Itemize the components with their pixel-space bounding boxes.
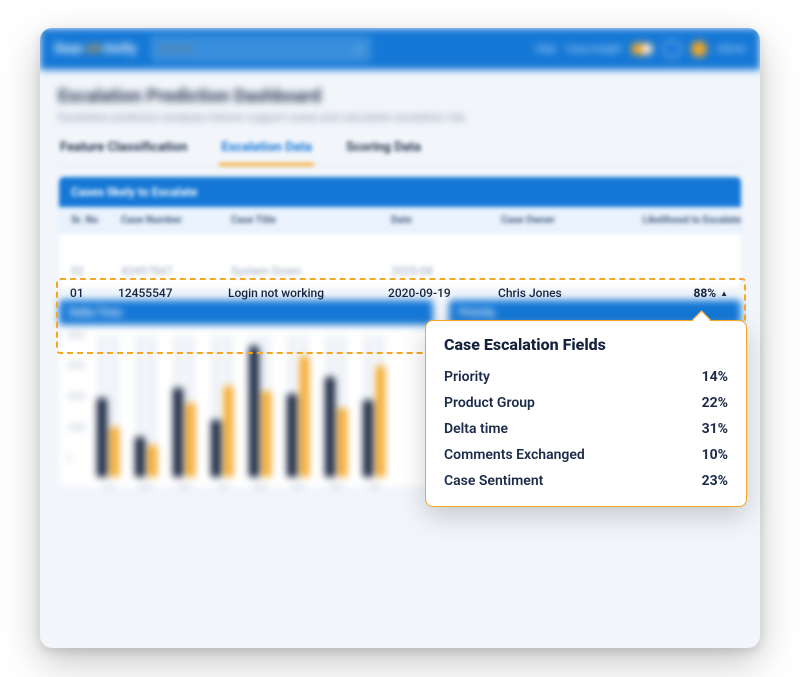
cell-date: 2020-08 bbox=[391, 264, 501, 278]
col-owner: Case Owner bbox=[501, 215, 621, 226]
popup-field-pct: 14% bbox=[702, 369, 728, 385]
brand-part-1: Sear bbox=[54, 41, 83, 57]
popup-field-pct: 23% bbox=[702, 473, 728, 489]
popup-field-label: Case Sentiment bbox=[444, 473, 543, 489]
focused-row[interactable]: 01 12455547 Login not working 2020-09-19… bbox=[70, 286, 732, 300]
y-labels: 4000 3000 2000 1000 0 bbox=[67, 331, 85, 463]
theme-toggle[interactable] bbox=[631, 43, 653, 55]
popup-title: Case Escalation Fields bbox=[444, 335, 728, 354]
table-header: Sr. No Case Number Case Title Date Case … bbox=[59, 207, 741, 234]
bars-wrap: 7.0 8.0 9.0 7.0 8.0 9.0 8.0 9.0 bbox=[97, 335, 385, 477]
header-block: Escalation Prediction Dashboard Escalati… bbox=[58, 86, 742, 124]
bar-area: 4000 3000 2000 1000 0 7.0 8.0 9.0 7.0 8.0 9.0… bbox=[69, 331, 423, 481]
tab-scoring[interactable]: Scoring Data bbox=[344, 140, 423, 165]
delta-time-chart: Delta Time 4000 3000 2000 1000 0 7.0 8.0 9… bbox=[58, 299, 434, 488]
popup-field-label: Delta time bbox=[444, 421, 508, 437]
popup-field-pct: 22% bbox=[702, 395, 728, 411]
col-like: Likelihood to Escalate bbox=[621, 215, 741, 226]
popup-row: Priority 14% bbox=[444, 364, 728, 390]
cell-num: 42457847 bbox=[121, 264, 231, 278]
tab-feature[interactable]: Feature Classification bbox=[58, 140, 189, 165]
popup-row: Case Sentiment 23% bbox=[444, 468, 728, 494]
cell-title: System Down bbox=[231, 264, 391, 278]
topbar: SearchUnify ⌕ Help Case Insight Admin bbox=[40, 28, 760, 70]
popup-field-pct: 10% bbox=[702, 447, 728, 463]
brand-part-2: ch bbox=[85, 41, 101, 57]
bar-group: 9.0 bbox=[173, 335, 195, 477]
topbar-right: Help Case Insight Admin bbox=[536, 40, 747, 58]
tabs: Feature Classification Escalation Data S… bbox=[58, 140, 742, 166]
popup-row: Comments Exchanged 10% bbox=[444, 442, 728, 468]
notifications-icon[interactable] bbox=[663, 40, 681, 58]
bar-group: 8.0 bbox=[249, 335, 271, 477]
popup-field-label: Priority bbox=[444, 369, 490, 385]
delta-chart-title: Delta Time bbox=[59, 300, 433, 325]
table-row[interactable]: 02 42457847 System Down 2020-08 bbox=[59, 254, 741, 288]
focus-sr: 01 bbox=[70, 286, 118, 300]
focus-title: Login not working bbox=[228, 286, 388, 300]
col-num: Case Number bbox=[121, 215, 231, 226]
cases-panel: Cases likely to Escalate Sr. No Case Num… bbox=[58, 176, 742, 289]
popup-row: Product Group 22% bbox=[444, 390, 728, 416]
bar-group: 7.0 bbox=[97, 335, 119, 477]
focus-like: 88% ▲ bbox=[618, 286, 728, 300]
page-subtitle: Escalation prediction analyzes historic … bbox=[58, 111, 742, 124]
search-icon: ⌕ bbox=[356, 42, 363, 57]
table-body: 02 42457847 System Down 2020-08 bbox=[59, 234, 741, 288]
popup-field-label: Product Group bbox=[444, 395, 535, 411]
bar-group: 9.0 bbox=[363, 335, 385, 477]
cases-panel-title: Cases likely to Escalate bbox=[59, 177, 741, 207]
bar-group: 8.0 bbox=[325, 335, 347, 477]
search-input[interactable] bbox=[159, 43, 356, 55]
popup-row: Delta time 31% bbox=[444, 416, 728, 442]
focus-owner: Chris Jones bbox=[498, 286, 618, 300]
cell-sr: 02 bbox=[71, 264, 121, 278]
bar-group: 8.0 bbox=[135, 335, 157, 477]
search-wrap[interactable]: ⌕ bbox=[151, 36, 371, 62]
help-link[interactable]: Help bbox=[536, 44, 556, 55]
env-label: Case Insight bbox=[566, 44, 621, 55]
col-sr: Sr. No bbox=[71, 215, 121, 226]
user-label: Admin bbox=[717, 44, 746, 55]
avatar[interactable] bbox=[691, 41, 707, 57]
popup-field-pct: 31% bbox=[702, 421, 728, 437]
popup-rows: Priority 14% Product Group 22% Delta time 31%… bbox=[444, 364, 728, 494]
popup-field-label: Comments Exchanged bbox=[444, 447, 585, 463]
chevron-up-icon: ▲ bbox=[720, 289, 728, 298]
focus-date: 2020-09-19 bbox=[388, 286, 498, 300]
brand-part-3: Unify bbox=[103, 41, 137, 57]
tab-escalation[interactable]: Escalation Data bbox=[219, 140, 314, 166]
col-title: Case Title bbox=[231, 215, 391, 226]
brand-logo: SearchUnify bbox=[54, 41, 137, 57]
page-title: Escalation Prediction Dashboard bbox=[58, 86, 742, 107]
bar-group: 9.0 bbox=[287, 335, 309, 477]
col-date: Date bbox=[391, 215, 501, 226]
focus-num: 12455547 bbox=[118, 286, 228, 300]
bar-group: 7.0 bbox=[211, 335, 233, 477]
escalation-fields-popup: Case Escalation Fields Priority 14% Produc… bbox=[425, 320, 747, 507]
